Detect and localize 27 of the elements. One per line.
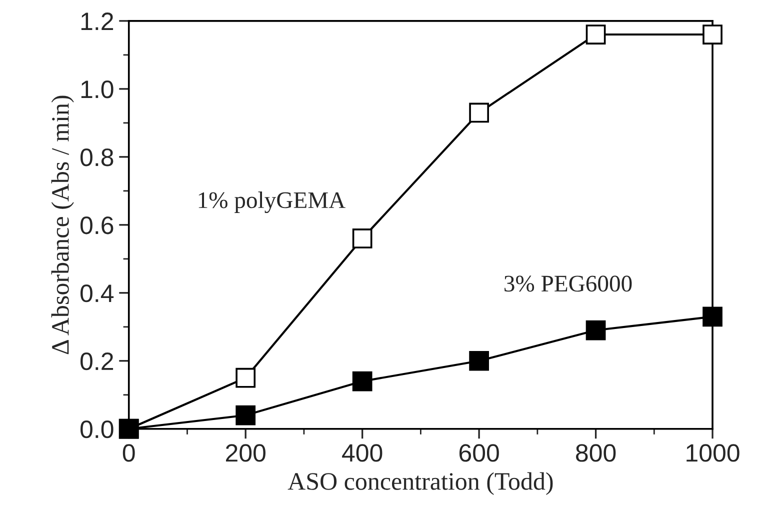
y-tick-label: 0.8 xyxy=(80,148,114,166)
x-tick-label: 0 xyxy=(122,444,135,462)
point xyxy=(469,102,489,123)
point xyxy=(702,306,722,327)
series-label: 1% polyGEMA xyxy=(198,192,346,214)
point xyxy=(469,350,489,371)
y-tick-label: 0.4 xyxy=(80,284,114,302)
series-label: 3% PEG6000 xyxy=(504,276,632,292)
y-tick-label: 1.0 xyxy=(81,80,114,98)
x-tick-label: 400 xyxy=(342,444,382,462)
x-tick-label: 800 xyxy=(576,444,616,462)
x-tick-label: 1000 xyxy=(686,444,740,462)
point xyxy=(352,371,372,392)
point xyxy=(352,228,372,248)
point xyxy=(702,24,722,44)
point xyxy=(236,405,256,426)
x-tick-label: 600 xyxy=(459,444,499,462)
y-tick-label: 0.0 xyxy=(80,420,114,438)
y-axis-title: Δ Absorbance (Abs / min) xyxy=(51,96,74,354)
point xyxy=(586,320,606,340)
y-tick-label: 1.2 xyxy=(81,12,114,30)
point xyxy=(586,24,606,44)
y-tick-label: 0.6 xyxy=(80,216,114,234)
y-tick-label: 0.2 xyxy=(80,352,114,370)
x-tick-label: 200 xyxy=(226,444,266,462)
point xyxy=(236,368,256,388)
x-axis-title: ASO concentration (Todd) xyxy=(288,472,553,495)
